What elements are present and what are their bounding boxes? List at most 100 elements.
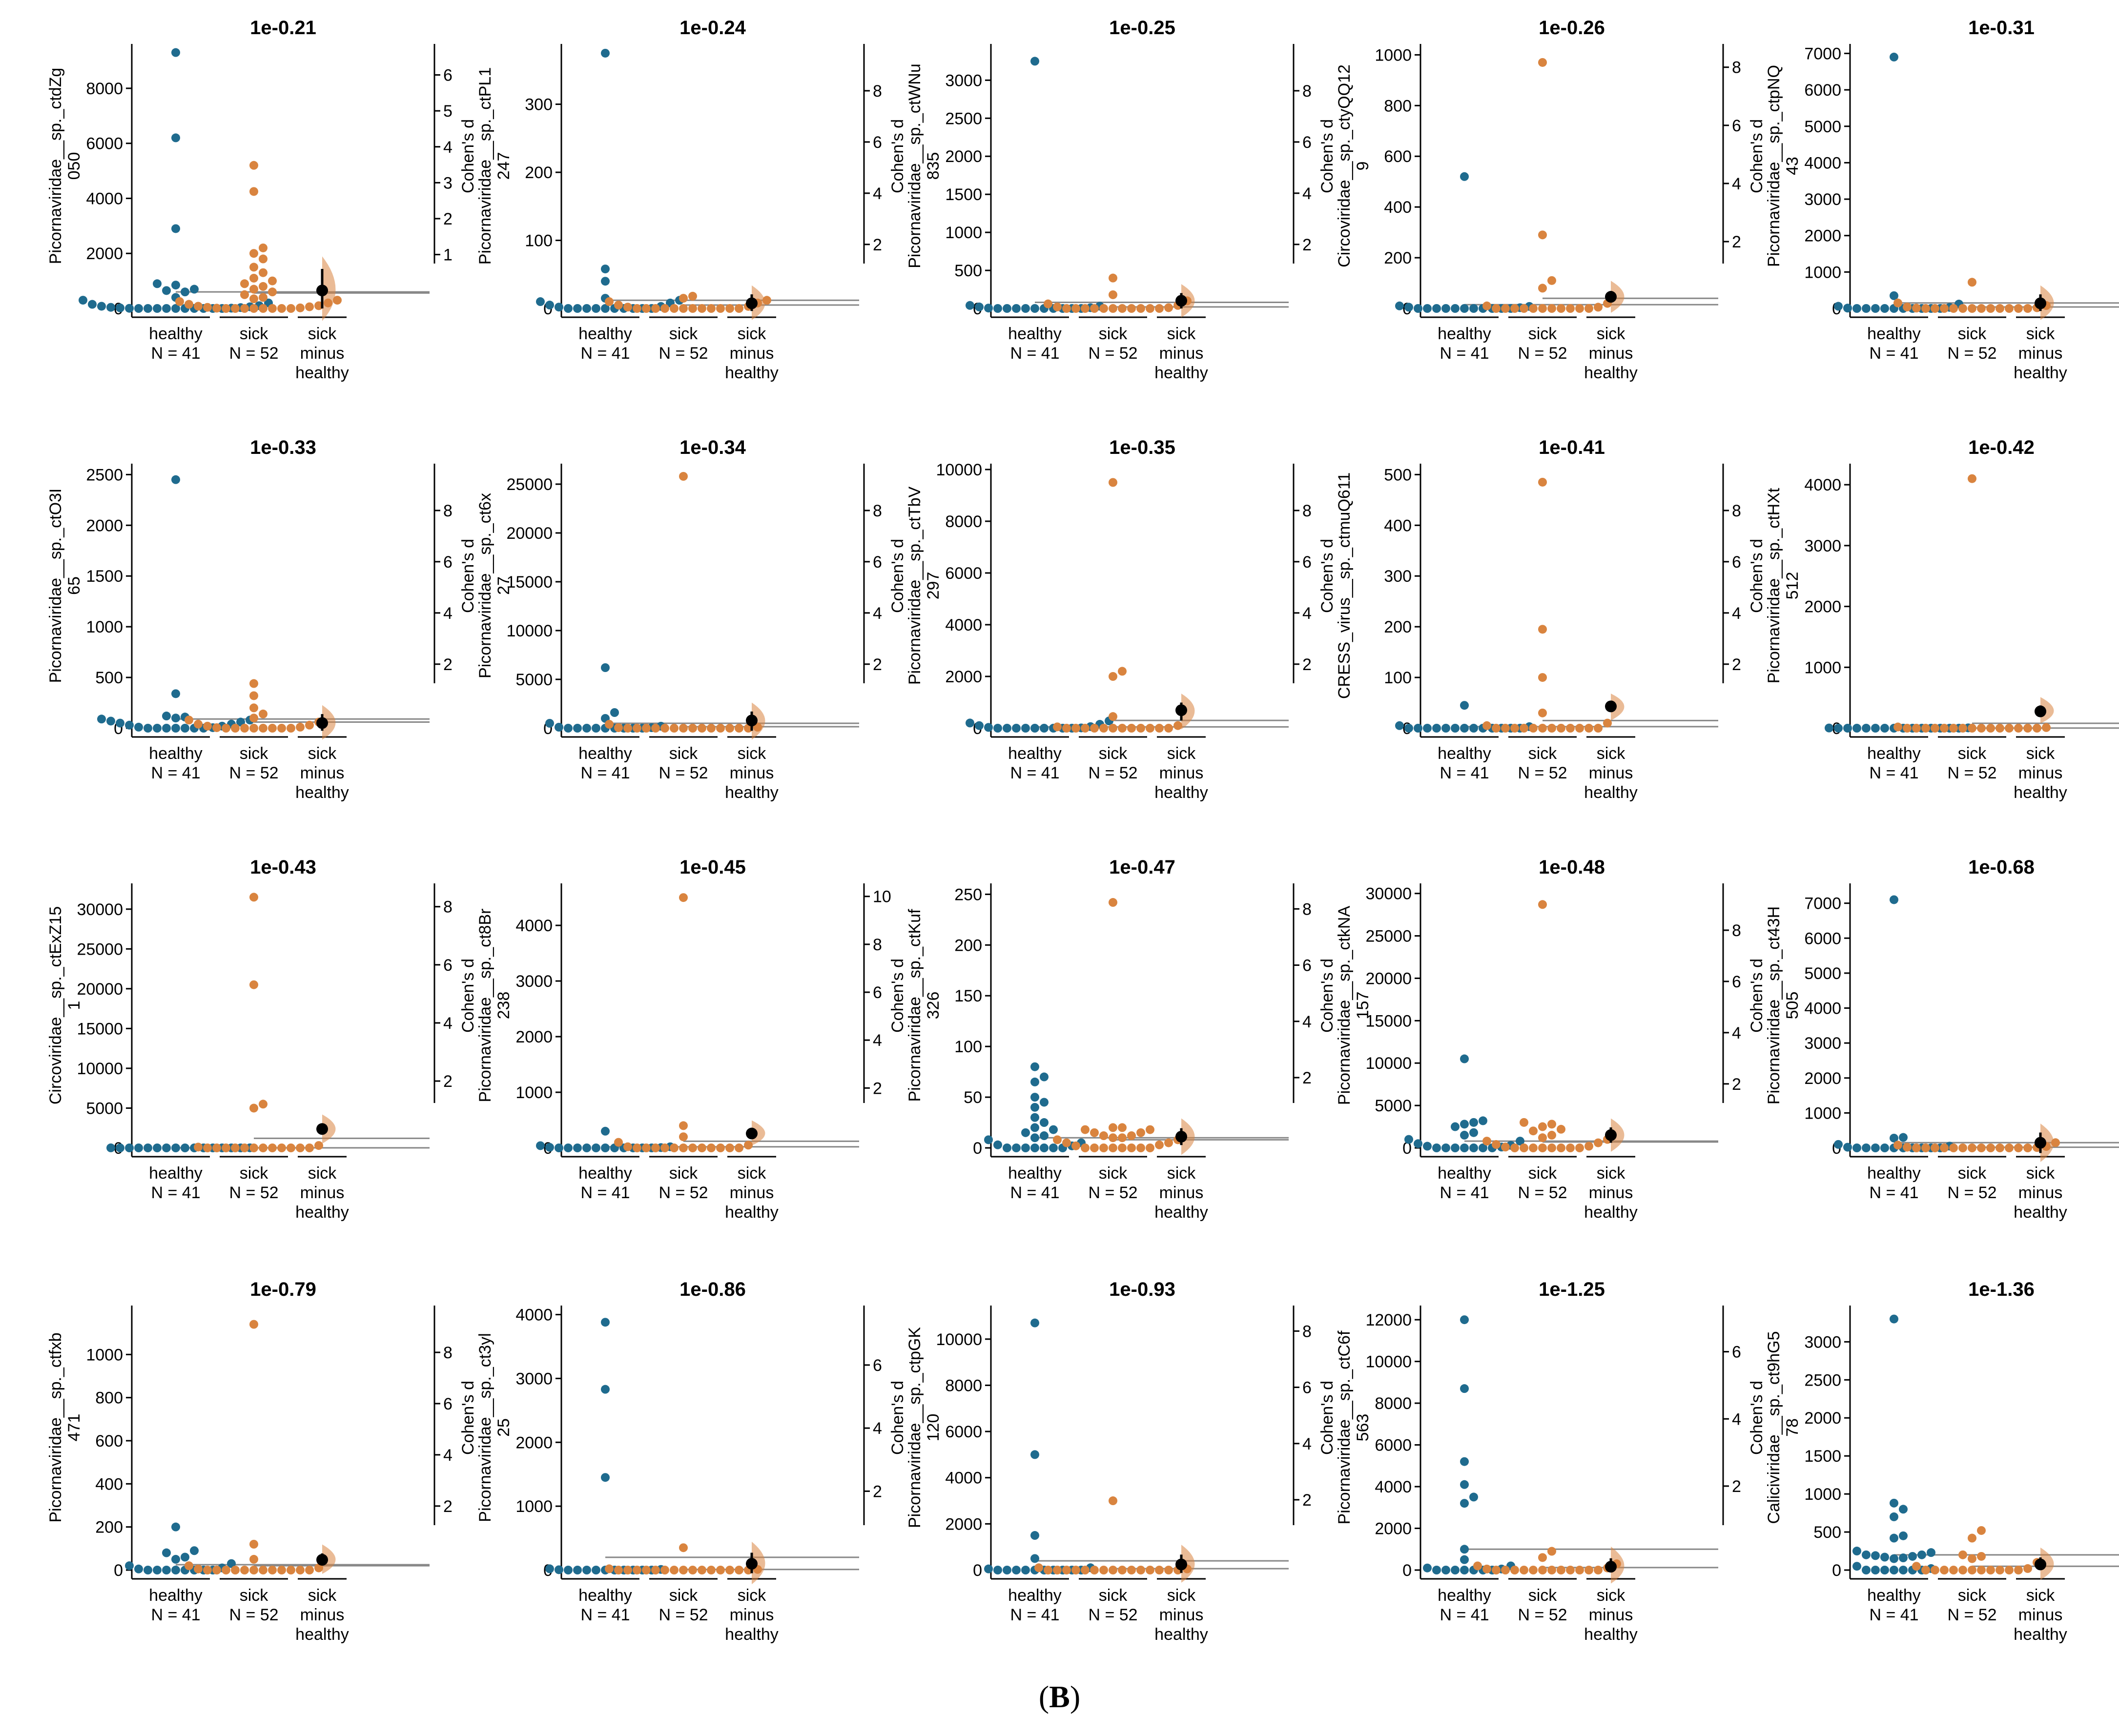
x-label-diff: minus bbox=[1159, 764, 1204, 782]
sick-point bbox=[679, 1132, 688, 1142]
sick-point bbox=[670, 304, 679, 313]
x-label-healthy: healthy bbox=[149, 744, 203, 763]
x-label-sick: sick bbox=[669, 1586, 699, 1605]
x-label-n-sick: N = 52 bbox=[1518, 344, 1567, 363]
healthy-point bbox=[125, 720, 134, 730]
sick-point bbox=[1940, 1566, 1949, 1574]
sick-point bbox=[1584, 1566, 1593, 1574]
chart-title: 1e-0.24 bbox=[679, 17, 746, 39]
y-tick-label: 2000 bbox=[1804, 227, 1841, 245]
x-label-diff: minus bbox=[730, 1184, 774, 1202]
healthy-point bbox=[1460, 172, 1469, 181]
y-tick-label: 2000 bbox=[945, 1515, 982, 1533]
x-label-diff: healthy bbox=[295, 1203, 349, 1222]
sick-point bbox=[277, 304, 286, 313]
y2-tick-label: 4 bbox=[1732, 1410, 1741, 1429]
healthy-point bbox=[1862, 304, 1871, 313]
y-tick-label: 2000 bbox=[1804, 598, 1841, 616]
y-tick-label: 4000 bbox=[1375, 1478, 1412, 1496]
y-tick-label: 4000 bbox=[1804, 1000, 1841, 1018]
sick-point bbox=[1482, 1564, 1491, 1573]
y2-tick-label: 2 bbox=[1302, 655, 1312, 674]
sick-point bbox=[1575, 1566, 1584, 1574]
sick-point bbox=[240, 724, 249, 733]
sick-point bbox=[1538, 477, 1547, 487]
healthy-point bbox=[134, 722, 143, 732]
y-tick-label: 2000 bbox=[1804, 1069, 1841, 1088]
healthy-point bbox=[1899, 1531, 1908, 1540]
y-axis-label-line: 120 bbox=[924, 1414, 943, 1442]
healthy-point bbox=[984, 723, 993, 732]
y-tick-label: 2000 bbox=[515, 1433, 553, 1452]
y-tick-label: 1500 bbox=[945, 185, 982, 204]
effect-point bbox=[1175, 295, 1187, 307]
y2-tick-label: 2 bbox=[443, 655, 453, 674]
chart-title: 1e-1.36 bbox=[1968, 1279, 2035, 1300]
sick-point bbox=[222, 724, 230, 733]
y-tick-label: 6000 bbox=[945, 1423, 982, 1441]
healthy-point bbox=[984, 1135, 993, 1144]
y2-tick-label: 4 bbox=[1732, 604, 1741, 623]
sick-point bbox=[1520, 1566, 1528, 1574]
y-axis-label: Picornaviridae__sp._ct6x27 bbox=[476, 493, 513, 678]
y-tick-label: 10000 bbox=[1365, 1054, 1412, 1073]
y-tick-label: 7000 bbox=[1804, 895, 1841, 913]
healthy-point bbox=[116, 718, 124, 728]
effect-point bbox=[316, 285, 328, 297]
sick-point bbox=[249, 249, 258, 258]
sick-point bbox=[305, 302, 314, 311]
sick-point bbox=[1520, 1144, 1528, 1152]
sick-point bbox=[249, 161, 258, 170]
sick-point bbox=[651, 1566, 660, 1574]
effect-distribution bbox=[752, 702, 765, 740]
sick-point bbox=[1912, 304, 1921, 313]
healthy-point bbox=[171, 714, 180, 723]
x-label-diff: minus bbox=[300, 1184, 345, 1202]
x-label-n-healthy: N = 41 bbox=[151, 344, 200, 363]
sick-point bbox=[1071, 304, 1080, 313]
y2-tick-label: 2 bbox=[1302, 236, 1312, 254]
y-axis-label: Picornaviridae__sp._ct3yl25 bbox=[476, 1333, 513, 1522]
y-tick-label: 500 bbox=[95, 669, 123, 687]
effect-point bbox=[1175, 704, 1187, 716]
sick-point bbox=[1547, 304, 1556, 313]
y2-axis-label: Cohen's d bbox=[888, 539, 907, 613]
healthy-point bbox=[1460, 1566, 1469, 1574]
y-tick-label: 12000 bbox=[1365, 1311, 1412, 1329]
y-axis-label-line: Picornaviridae__sp._ctpGK bbox=[905, 1327, 924, 1528]
sick-point bbox=[679, 1144, 688, 1152]
x-label-n-healthy: N = 41 bbox=[1440, 344, 1489, 363]
healthy-point bbox=[993, 724, 1002, 733]
y-tick-label: 3000 bbox=[1804, 190, 1841, 209]
sick-point bbox=[1968, 474, 1976, 483]
y-axis-label-line: Picornaviridae__sp._ctkNA bbox=[1335, 906, 1354, 1105]
healthy-point bbox=[1030, 1062, 1039, 1071]
sick-point bbox=[1127, 1131, 1136, 1141]
sick-point bbox=[1603, 718, 1612, 728]
effect-point bbox=[316, 717, 328, 729]
sick-point bbox=[268, 1144, 277, 1152]
y-tick-label: 800 bbox=[95, 1389, 123, 1408]
healthy-point bbox=[1843, 304, 1852, 313]
y-tick-label: 2000 bbox=[86, 245, 123, 263]
chart-panel-11: 1e-0.43050001000015000200002500030000Cir… bbox=[46, 857, 477, 1222]
sick-point bbox=[1492, 1140, 1501, 1149]
sick-point bbox=[725, 304, 734, 313]
y-axis-label-line: CRESS_virus__sp._ctmuQ611 bbox=[1335, 472, 1354, 699]
x-label-sick: sick bbox=[1528, 744, 1558, 763]
y-axis-label-line: Picornaviridae__sp._ct8Br bbox=[476, 909, 494, 1103]
sick-point bbox=[1127, 1566, 1136, 1574]
healthy-point bbox=[1834, 724, 1843, 733]
sick-point bbox=[1575, 304, 1584, 313]
healthy-point bbox=[153, 1566, 162, 1574]
sick-point bbox=[679, 724, 688, 733]
sick-point bbox=[1034, 1563, 1043, 1573]
healthy-point bbox=[153, 304, 162, 313]
sick-point bbox=[2014, 1566, 2023, 1574]
y-tick-label: 8000 bbox=[86, 80, 123, 98]
healthy-point bbox=[1469, 304, 1478, 313]
sick-point bbox=[707, 304, 716, 313]
y-tick-label: 1500 bbox=[1804, 1447, 1841, 1466]
y2-tick-label: 6 bbox=[1732, 973, 1741, 991]
sick-point bbox=[314, 1563, 323, 1573]
